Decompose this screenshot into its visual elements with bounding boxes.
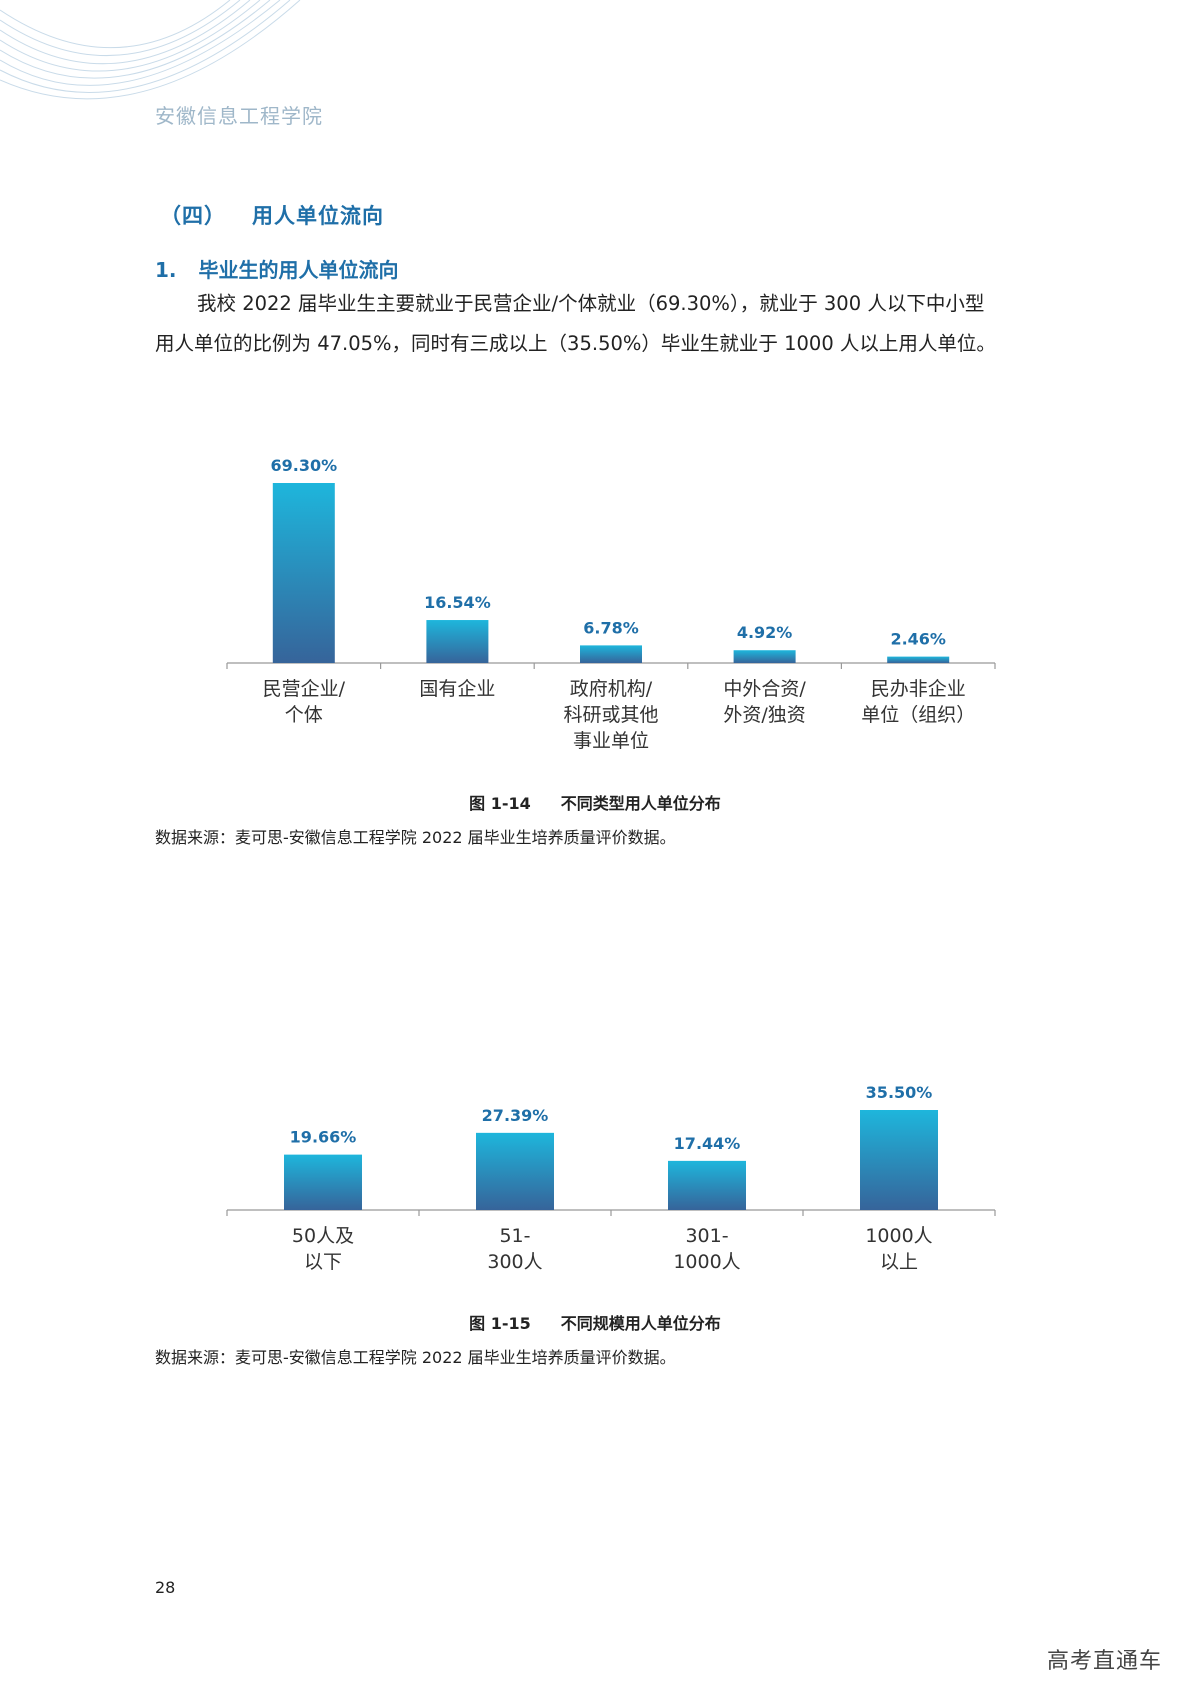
employer-type-chart: 69.30% 民营企业/个体 16.54% 国有企业 6.78% 政府机构/科研或其他事业… xyxy=(226,456,996,752)
bar xyxy=(426,620,489,663)
category-label: 301- xyxy=(685,1225,728,1247)
category-label: 民营企业/ xyxy=(263,678,346,700)
body-paragraph: 我校 2022 届毕业生主要就业于民营企业/个体就业（69.30%），就业于 3… xyxy=(155,284,1035,364)
category-label: 1000人 xyxy=(673,1251,740,1273)
category-label: 50人及 xyxy=(292,1225,354,1247)
data-label: 4.92% xyxy=(737,623,793,642)
section-title: 用人单位流向 xyxy=(252,204,384,228)
bar xyxy=(580,645,642,663)
category-label: 科研或其他 xyxy=(563,704,658,726)
figure-15-source: 数据来源：麦可思-安徽信息工程学院 2022 届毕业生培养质量评价数据。 xyxy=(155,1348,676,1367)
bar xyxy=(284,1154,362,1210)
data-label: 6.78% xyxy=(583,618,639,637)
category-label: 中外合资/ xyxy=(723,678,806,700)
header-decoration xyxy=(0,0,301,100)
category-label: 政府机构/ xyxy=(570,678,653,700)
subsection-title: 毕业生的用人单位流向 xyxy=(198,258,399,282)
subsection-number: 1. xyxy=(155,258,177,282)
data-label: 16.54% xyxy=(424,593,491,612)
data-label: 17.44% xyxy=(674,1134,741,1153)
watermark-text: 高考直通车 xyxy=(1046,1649,1162,1674)
figure-14-number: 图 1-14 xyxy=(469,794,531,813)
figure-15-number: 图 1-15 xyxy=(469,1314,531,1333)
category-label: 个体 xyxy=(285,704,323,726)
data-label: 69.30% xyxy=(270,456,337,475)
bar xyxy=(272,483,335,663)
category-label: 1000人 xyxy=(865,1225,932,1247)
figure-15-title: 不同规模用人单位分布 xyxy=(560,1314,721,1333)
figure-14-title: 不同类型用人单位分布 xyxy=(560,794,721,813)
header-school-name: 安徽信息工程学院 xyxy=(155,104,323,128)
section-number: （四） xyxy=(160,204,226,228)
paragraph-line-2: 用人单位的比例为 47.05%，同时有三成以上（35.50%）毕业生就业于 10… xyxy=(155,332,996,355)
data-label: 27.39% xyxy=(482,1106,549,1125)
category-label: 外资/独资 xyxy=(723,704,805,726)
section-heading: （四） 用人单位流向 xyxy=(160,200,384,230)
bar xyxy=(887,656,950,663)
category-label: 以上 xyxy=(880,1251,918,1273)
data-label: 2.46% xyxy=(890,630,946,649)
category-label: 单位（组织） xyxy=(861,704,975,726)
category-label: 事业单位 xyxy=(573,730,649,752)
bar xyxy=(668,1160,746,1210)
data-label: 19.66% xyxy=(290,1128,357,1147)
subsection-heading: 1. 毕业生的用人单位流向 xyxy=(155,254,399,283)
data-label: 35.50% xyxy=(866,1083,933,1102)
category-label: 300人 xyxy=(487,1251,542,1273)
figure-15-caption: 图 1-15 不同规模用人单位分布 xyxy=(0,1310,1190,1334)
figure-14-caption: 图 1-14 不同类型用人单位分布 xyxy=(0,790,1190,814)
category-label: 51- xyxy=(499,1225,530,1247)
paragraph-line-1: 我校 2022 届毕业生主要就业于民营企业/个体就业（69.30%），就业于 3… xyxy=(197,292,985,315)
category-label: 国有企业 xyxy=(419,678,495,700)
bar xyxy=(733,650,796,663)
figure-14-source: 数据来源：麦可思-安徽信息工程学院 2022 届毕业生培养质量评价数据。 xyxy=(155,828,676,847)
page-number: 28 xyxy=(155,1578,176,1597)
bar xyxy=(860,1110,938,1210)
category-label: 民办非企业 xyxy=(871,678,966,700)
category-label: 以下 xyxy=(304,1251,342,1273)
bar xyxy=(476,1132,554,1210)
